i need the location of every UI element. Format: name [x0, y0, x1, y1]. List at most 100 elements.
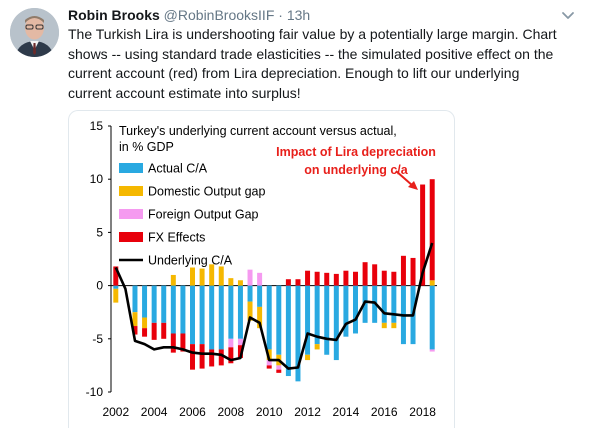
- bar-segment: [218, 285, 224, 350]
- y-tick-label: -5: [92, 332, 103, 346]
- x-tick-label: 2016: [371, 405, 398, 419]
- bar-segment: [305, 270, 311, 286]
- bar-segment: [429, 285, 435, 350]
- bar-segment: [257, 272, 263, 286]
- chart-title-line: Turkey's underlying current account vers…: [119, 124, 397, 138]
- bar-segment: [429, 280, 435, 286]
- bar-segment: [305, 285, 311, 355]
- tweet-text: The Turkish Lira is undershooting fair v…: [68, 25, 578, 103]
- x-tick-label: 2018: [409, 405, 436, 419]
- underlying-ca-line: [114, 242, 434, 370]
- separator-dot: ·: [278, 7, 283, 23]
- y-tick-label: -10: [86, 385, 104, 399]
- bar-segment: [190, 285, 195, 345]
- x-tick-label: 2012: [294, 405, 321, 419]
- y-tick-label: 15: [90, 119, 104, 133]
- bar-segment: [132, 326, 138, 335]
- bar-segment: [266, 365, 272, 369]
- bar-segment: [161, 322, 167, 339]
- bar-segment: [381, 270, 387, 286]
- bar-segment: [391, 271, 397, 286]
- bar-segment: [247, 285, 253, 302]
- legend-swatch: [119, 186, 143, 196]
- bar-segment: [113, 266, 119, 286]
- bar-segment: [209, 349, 215, 367]
- bar-segment: [276, 369, 282, 373]
- legend-label: FX Effects: [148, 231, 205, 245]
- legend-label: Domestic Output gap: [148, 185, 265, 199]
- author-name[interactable]: Robin Brooks: [68, 7, 160, 23]
- bar-segment: [420, 184, 426, 286]
- bar-segment: [381, 285, 387, 323]
- bar-segment: [190, 344, 195, 370]
- bar-segment: [180, 285, 186, 334]
- bar-segment: [161, 285, 167, 323]
- legend-swatch: [119, 163, 143, 173]
- tweet-text-line: current account estimate into surplus!: [68, 84, 301, 101]
- bar-segment: [132, 312, 138, 327]
- bar-segment: [314, 271, 320, 286]
- bar-segment: [142, 317, 148, 329]
- x-tick-label: 2004: [141, 405, 168, 419]
- legend-label: Foreign Output Gap: [148, 208, 259, 222]
- bar-segment: [343, 285, 349, 337]
- x-tick-label: 2002: [102, 405, 129, 419]
- bar-segment: [113, 285, 119, 289]
- bar-segment: [170, 274, 176, 286]
- tweet-header: Robin Brooks @RobinBrooksIIF · 13h: [68, 6, 310, 25]
- bar-segment: [314, 344, 320, 350]
- annotation-text: on underlying c/a: [304, 163, 409, 177]
- bar-segment: [353, 271, 358, 286]
- tweet-timestamp[interactable]: 13h: [286, 7, 311, 23]
- bar-segment: [333, 285, 339, 361]
- bar-segment: [199, 285, 205, 345]
- bar-segment: [295, 285, 301, 382]
- tweet-text-line: The Turkish Lira is undershooting fair v…: [68, 26, 557, 42]
- bar-segment: [190, 267, 195, 286]
- bar-segment: [151, 285, 157, 323]
- bar-segment: [362, 262, 368, 286]
- bar-segment: [372, 264, 378, 286]
- annotation-text: Impact of Lira depreciation: [276, 145, 436, 159]
- bar-segment: [285, 279, 291, 286]
- bar-segment: [237, 280, 243, 286]
- x-tick-label: 2006: [179, 405, 206, 419]
- bar-segment: [429, 179, 435, 281]
- legend-label: Underlying C/A: [148, 254, 233, 268]
- chart-image-card[interactable]: -10 -5 0 5 10 15 2002 2004 2006 2008 2010 2012 2014 2…: [68, 110, 455, 428]
- bar-segment: [391, 322, 397, 329]
- avatar[interactable]: [10, 8, 59, 57]
- bar-segment: [324, 285, 330, 355]
- bar-segment: [209, 285, 215, 350]
- bar-segment: [276, 365, 282, 370]
- bar-segment: [237, 345, 243, 358]
- bar-segment: [218, 349, 224, 366]
- chevron-down-icon[interactable]: [560, 9, 576, 23]
- bar-segment: [353, 285, 358, 334]
- bar-segment: [113, 288, 119, 303]
- bar-segment: [257, 285, 263, 307]
- bar-segment: [142, 328, 148, 337]
- bar-segment: [199, 344, 205, 369]
- bar-segment: [343, 270, 349, 286]
- bar-segment: [381, 322, 387, 329]
- annotation-arrow-line: [395, 170, 414, 187]
- bar-segment: [266, 285, 272, 350]
- bar-segment: [276, 285, 282, 355]
- legend-swatch: [119, 209, 143, 219]
- bar-segment: [228, 338, 234, 348]
- bar-segment: [218, 266, 224, 286]
- bar-segment: [228, 285, 234, 339]
- bar-segment: [400, 255, 406, 286]
- bar-segment: [170, 333, 176, 353]
- bar-segment: [170, 285, 176, 334]
- bar-segment: [237, 338, 243, 346]
- bar-segment: [247, 269, 253, 286]
- bar-segment: [266, 360, 272, 366]
- tweet-text-line: current account (red) from Lira deprecia…: [68, 65, 520, 81]
- bar-segment: [132, 285, 138, 313]
- bar-segment: [429, 349, 435, 352]
- y-tick-label: 5: [96, 225, 103, 239]
- author-handle[interactable]: @RobinBrooksIIF: [163, 7, 275, 23]
- bar-segment: [314, 285, 320, 345]
